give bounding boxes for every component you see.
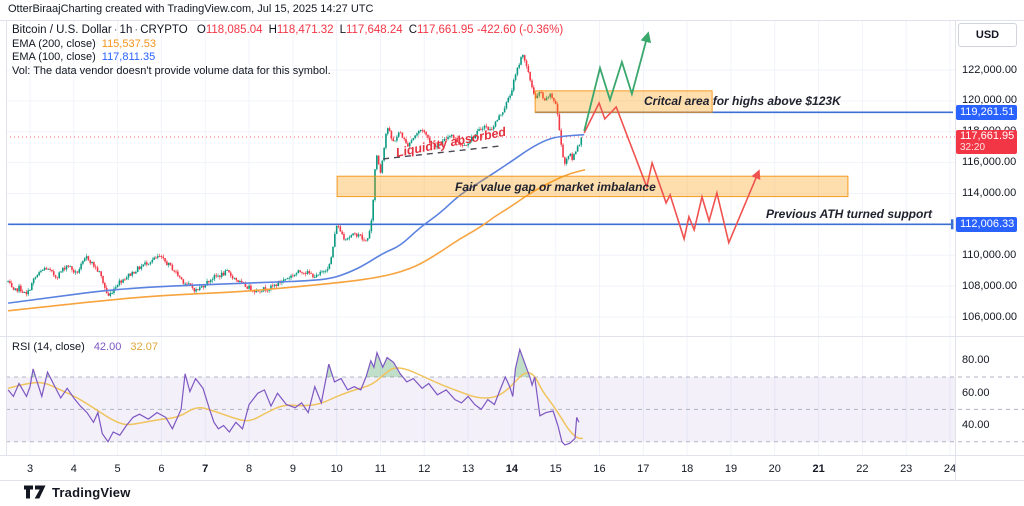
time-axis-label: 20: [768, 463, 781, 475]
time-axis-separator: [0, 455, 1024, 456]
time-axis-label: 4: [70, 463, 77, 475]
time-axis-label: 5: [114, 463, 121, 475]
pane-divider[interactable]: [0, 336, 1024, 337]
left-pane-border: [6, 20, 7, 455]
interval-label: 1h: [119, 24, 133, 36]
top-separator: [0, 20, 1024, 21]
rsi-axis-label: 40.00: [962, 419, 990, 431]
price-axis-label: 116,000.00: [962, 156, 1017, 169]
time-axis-label: 13: [461, 463, 475, 475]
exchange-label: CRYPTO: [140, 24, 188, 36]
price-axis-label: 108,000.00: [962, 279, 1018, 292]
bullish-projection-path[interactable]: [583, 31, 652, 132]
rsi-value: 42.00: [93, 341, 122, 353]
rsi-ma-value: 32.07: [130, 341, 158, 353]
time-axis-label: 15: [549, 463, 562, 475]
price-axis-label: 114,000.00: [962, 187, 1017, 199]
price-scale-separator: [955, 20, 956, 480]
ema100-value: 117,811.35: [101, 51, 156, 63]
rsi-legend-row[interactable]: RSI (14, close) 42.00 32.07: [12, 341, 158, 353]
time-axis-label: 24: [943, 463, 957, 475]
tradingview-logo-icon: [24, 485, 46, 499]
candlestick-series: [7, 53, 583, 298]
price-axis-label: 120,000.00: [962, 94, 1018, 107]
price-badge-support: 112,006.33: [956, 216, 1017, 232]
time-axis-label: 11: [374, 463, 387, 475]
time-axis-label: 14: [505, 463, 519, 475]
rsi-axis-label: 60.00: [962, 386, 990, 399]
rsi-overbought-fill: [8, 349, 579, 377]
last-price-value: 117,661.95: [960, 130, 1015, 142]
time-axis-label: 8: [246, 463, 253, 475]
ema200-value: 115,537.53: [101, 37, 157, 50]
ohlc-values: O118,085.04 H118,471.32 L117,648.24 C117,66…: [196, 24, 564, 36]
ema100-line: [7, 133, 585, 304]
time-axis-label: 19: [724, 463, 738, 475]
symbol-title-row[interactable]: Bitcoin / U.S. Dollar · 1h · CRYPTO O118,085…: [12, 24, 564, 36]
annotation-prev-ath[interactable]: Previous ATH turned support: [766, 207, 933, 221]
time-axis-label: 17: [637, 463, 650, 475]
chart-credit-text: OtterBiraajCharting created with Trading…: [8, 3, 374, 15]
bar-countdown: 32:20: [960, 142, 986, 153]
price-axis-label: 110,000.00: [962, 248, 1017, 261]
time-axis-label: 9: [289, 463, 296, 475]
tradingview-logo-link[interactable]: TradingView: [24, 484, 131, 500]
time-axis-label: 18: [681, 463, 694, 475]
time-axis-label: 23: [900, 463, 913, 475]
rsi-band: [6, 376, 1024, 443]
rsi-line: [7, 347, 580, 446]
time-axis-label: 22: [856, 463, 869, 475]
annotation-critical-area[interactable]: Critcal area for highs above $123K: [644, 94, 841, 108]
drawing-box-fair_value_gap[interactable]: [336, 175, 849, 198]
volume-note: Vol: The data vendor doesn't provide vol…: [12, 64, 331, 77]
time-axis-label: 16: [593, 463, 606, 475]
ema200-legend-row[interactable]: EMA (200, close) 115,537.53: [12, 37, 157, 50]
time-axis-label: 6: [158, 463, 165, 475]
time-axis-label: 10: [330, 463, 343, 475]
footer-separator: [0, 480, 1024, 481]
rsi-axis-label: 80.00: [962, 354, 990, 367]
time-axis-label: 12: [418, 463, 431, 475]
time-axis-label: 7: [202, 463, 209, 475]
ema200-line: [8, 168, 586, 312]
price-badge-last: 117,661.95 32:20: [956, 130, 1017, 154]
price-axis-label: 106,000.00: [962, 310, 1018, 323]
symbol-name: Bitcoin / U.S. Dollar: [12, 24, 112, 36]
price-axis-label: 122,000.00: [962, 63, 1018, 76]
bearish-projection-path[interactable]: [583, 100, 761, 246]
time-axis-label: 21: [812, 463, 825, 475]
legend: Bitcoin / U.S. Dollar · 1h · CRYPTO O118,085…: [12, 24, 563, 78]
annotation-fair-value-gap[interactable]: Fair value gap or market imbalance: [455, 180, 656, 194]
drawing-box-critical_area[interactable]: [534, 90, 713, 113]
currency-toggle-button[interactable]: USD: [958, 23, 1017, 47]
ema100-legend-row[interactable]: EMA (100, close) 117,811.35: [12, 51, 156, 63]
price-badge-resistance: 119,261.51: [956, 104, 1017, 120]
tradingview-logo-text: TradingView: [52, 484, 131, 500]
time-axis-label: 3: [26, 463, 34, 475]
liquidity-trendline[interactable]: [383, 145, 501, 160]
change-value: -422.60 (-0.36%): [476, 24, 564, 36]
rsi-label: RSI (14, close): [12, 341, 85, 353]
